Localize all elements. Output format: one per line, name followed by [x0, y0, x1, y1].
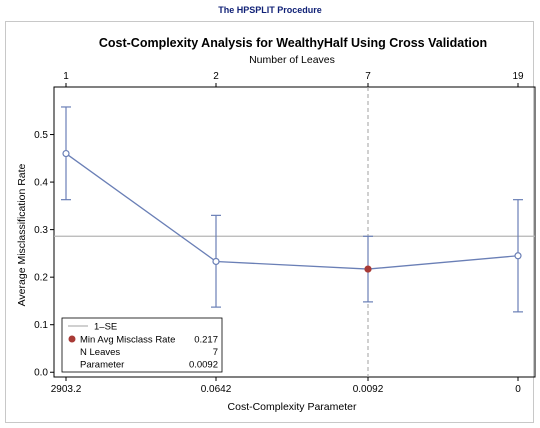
x2-tick-label: 7 [365, 71, 371, 82]
legend-parameter-label: Parameter [80, 360, 124, 371]
x-tick-label: 0.0642 [201, 384, 232, 395]
procedure-title: The HPSPLIT Procedure [218, 5, 322, 15]
legend-min-marker [68, 335, 76, 343]
misclass-rate-line [65, 153, 519, 270]
y-tick-label: 0.1 [34, 320, 48, 331]
x-tick-label: 0 [515, 384, 521, 395]
data-point [212, 257, 220, 266]
legend-one-se-label: 1–SE [94, 322, 117, 333]
x-tick-label: 0.0092 [353, 384, 384, 395]
y-tick-label: 0.2 [34, 273, 48, 284]
x-tick-label: 2903.2 [51, 384, 82, 395]
y-axis-label: Average Misclassification Rate [16, 163, 28, 306]
x2-tick-label: 1 [63, 71, 69, 82]
y-tick-label: 0.5 [34, 130, 48, 141]
y-tick-label: 0.4 [34, 178, 48, 189]
legend-parameter-value: 0.0092 [189, 360, 218, 371]
y-tick-label: 0.0 [34, 368, 48, 379]
chart-title: Cost-Complexity Analysis for WealthyHalf… [99, 36, 487, 50]
x-axis-label: Cost-Complexity Parameter [228, 401, 357, 413]
x2-axis-label: Number of Leaves [249, 54, 335, 66]
plot-area [53, 86, 536, 378]
legend-min-label: Min Avg Misclass Rate [80, 335, 175, 346]
legend-min-value: 0.217 [194, 335, 218, 346]
legend-n-leaves-value: 7 [213, 347, 218, 358]
legend-n-leaves-label: N Leaves [80, 347, 120, 358]
x2-tick-label: 19 [512, 71, 524, 82]
data-point [514, 252, 522, 260]
min-rate-point [364, 265, 372, 273]
data-point [62, 149, 70, 158]
legend-box [61, 317, 223, 373]
x2-tick-label: 2 [213, 71, 219, 82]
y-tick-label: 0.3 [34, 225, 48, 236]
